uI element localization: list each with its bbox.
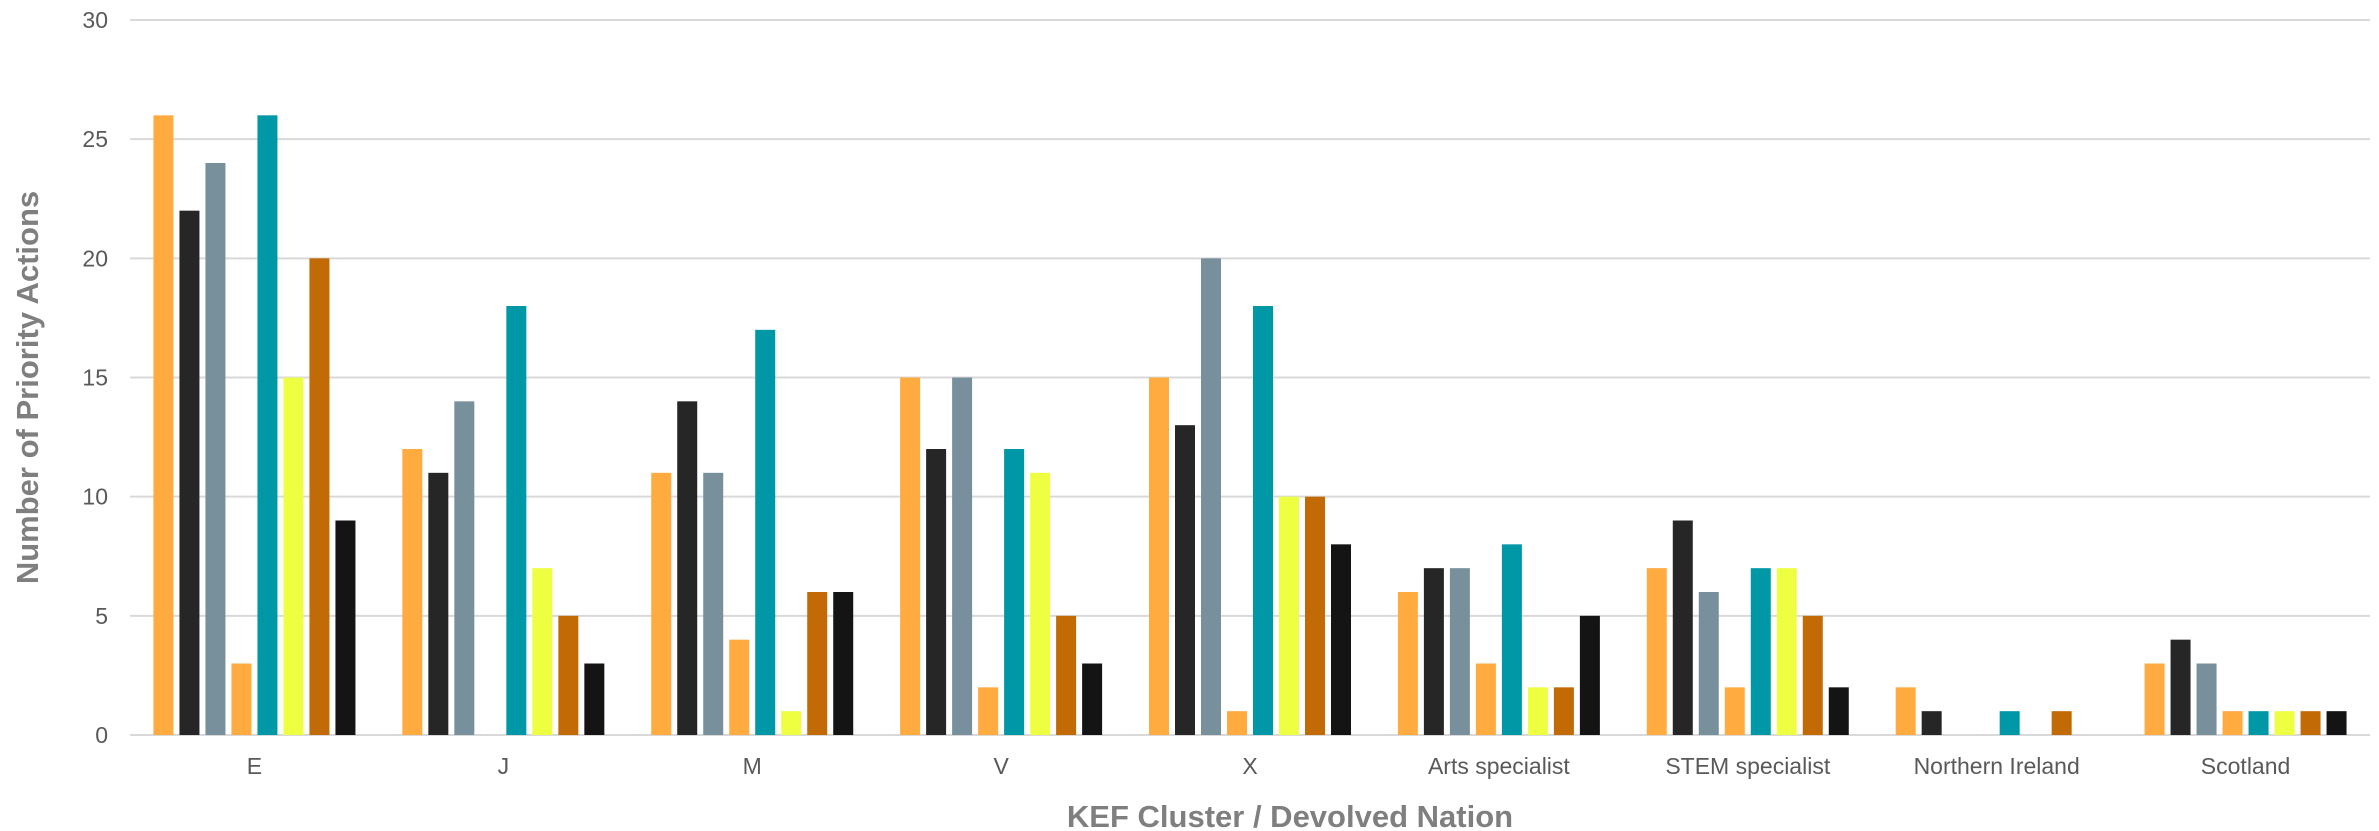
y-axis-tick-labels: 0 5 10 15 20 25 30: [82, 7, 108, 748]
bar-1-series-8: [335, 520, 356, 735]
bar-1-series-4: [231, 663, 252, 735]
bar-1-series-2: [179, 210, 200, 735]
bar-9-series-3: [2196, 663, 2217, 735]
bar-3-series-4: [729, 639, 750, 735]
bar-4-series-8: [1082, 663, 1103, 735]
x-tick-label-1: E: [247, 753, 262, 779]
bar-5-series-4: [1227, 711, 1247, 735]
x-tick-label-2: J: [498, 753, 510, 779]
x-tick-label-5: X: [1242, 753, 1257, 779]
bar-4-series-2: [926, 449, 947, 735]
bar-9-series-6: [2274, 711, 2295, 735]
bar-3-series-5: [755, 329, 776, 735]
x-tick-label-3: M: [743, 753, 762, 779]
x-tick-label-8: Northern Ireland: [1914, 753, 2080, 779]
bar-6-series-2: [1423, 568, 1444, 735]
bar-5-series-1: [1149, 377, 1169, 735]
bar-2-series-3: [454, 401, 475, 735]
bar-3-series-2: [677, 401, 698, 735]
bar-6-series-5: [1501, 544, 1522, 735]
bar-3-series-6: [781, 711, 802, 735]
bar-9-series-5: [2248, 711, 2269, 735]
x-tick-label-7: STEM specialist: [1665, 753, 1830, 779]
bar-2-series-7: [558, 615, 579, 735]
bar-1-series-3: [205, 163, 226, 735]
bar-2-series-6: [532, 568, 553, 735]
x-axis-tick-labels: E J M V X Arts specialist STEM specialist North…: [247, 753, 2291, 779]
x-tick-label-4: V: [993, 753, 1009, 779]
bar-6-series-6: [1527, 687, 1548, 735]
bar-8-series-7: [2051, 711, 2072, 735]
bar-4-series-7: [1056, 615, 1077, 735]
bar-2-series-2: [428, 472, 449, 735]
bar-8-series-5: [1999, 711, 2020, 735]
y-tick-label-5: 5: [95, 603, 108, 629]
y-tick-label-10: 10: [82, 484, 108, 510]
bar-3-series-7: [807, 592, 828, 735]
y-tick-label-15: 15: [82, 365, 108, 391]
bar-8-series-1: [1895, 687, 1916, 735]
bar-2-series-8: [584, 663, 605, 735]
bar-9-series-4: [2222, 711, 2243, 735]
bar-4-series-4: [978, 687, 999, 735]
bar-6-series-3: [1449, 568, 1470, 735]
y-tick-label-25: 25: [82, 126, 108, 152]
bar-2-series-1: [402, 449, 423, 735]
bar-7-series-6: [1776, 568, 1797, 735]
bar-6-series-8: [1579, 615, 1600, 735]
x-tick-label-9: Scotland: [2201, 753, 2291, 779]
bar-5-series-8: [1331, 544, 1351, 735]
bar-1-series-5: [257, 115, 278, 736]
bar-7-series-4: [1724, 687, 1745, 735]
bars: [153, 115, 2347, 736]
bar-5-series-5: [1253, 306, 1273, 735]
bar-7-series-1: [1646, 568, 1667, 735]
bar-1-series-6: [283, 377, 304, 735]
bar-5-series-6: [1279, 496, 1299, 735]
bar-3-series-8: [833, 592, 854, 735]
bar-7-series-8: [1828, 687, 1849, 735]
bar-7-series-3: [1698, 592, 1719, 735]
bar-4-series-3: [952, 377, 973, 735]
bar-9-series-7: [2300, 711, 2321, 735]
bar-5-series-3: [1201, 258, 1221, 735]
bar-6-series-4: [1475, 663, 1496, 735]
bar-9-series-2: [2170, 639, 2191, 735]
bar-5-series-7: [1305, 496, 1325, 735]
bar-4-series-6: [1030, 472, 1051, 735]
bar-7-series-5: [1750, 568, 1771, 735]
bar-6-series-7: [1553, 687, 1574, 735]
bar-4-series-1: [900, 377, 921, 735]
bar-6-series-1: [1397, 592, 1418, 735]
bar-1-series-7: [309, 258, 330, 735]
bar-7-series-2: [1672, 520, 1693, 735]
x-tick-label-6: Arts specialist: [1428, 753, 1570, 779]
bar-7-series-7: [1802, 615, 1823, 735]
bar-5-series-2: [1175, 425, 1195, 735]
bar-3-series-3: [703, 472, 724, 735]
y-tick-label-0: 0: [95, 722, 108, 748]
bar-1-series-1: [153, 115, 174, 736]
bar-9-series-8: [2326, 711, 2347, 735]
bar-9-series-1: [2144, 663, 2165, 735]
bar-4-series-5: [1004, 449, 1025, 735]
bar-3-series-1: [651, 472, 672, 735]
y-tick-label-20: 20: [82, 245, 108, 271]
x-axis-title: KEF Cluster / Devolved Nation: [1067, 799, 1513, 831]
y-tick-label-30: 30: [82, 7, 108, 33]
y-axis-title: Number of Priority Actions: [10, 191, 45, 584]
bar-8-series-2: [1921, 711, 1942, 735]
gridlines: [130, 19, 2370, 736]
bar-2-series-5: [506, 306, 527, 735]
